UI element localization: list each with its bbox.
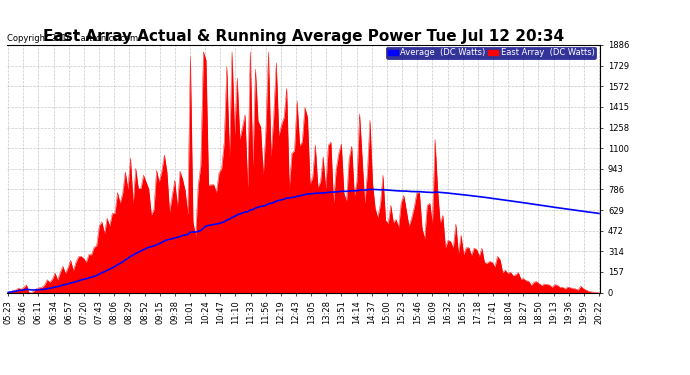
Text: Copyright 2016 Cartronics.com: Copyright 2016 Cartronics.com: [7, 33, 138, 42]
Legend: Average  (DC Watts), East Array  (DC Watts): Average (DC Watts), East Array (DC Watts…: [386, 47, 596, 59]
Title: East Array Actual & Running Average Power Tue Jul 12 20:34: East Array Actual & Running Average Powe…: [43, 29, 564, 44]
